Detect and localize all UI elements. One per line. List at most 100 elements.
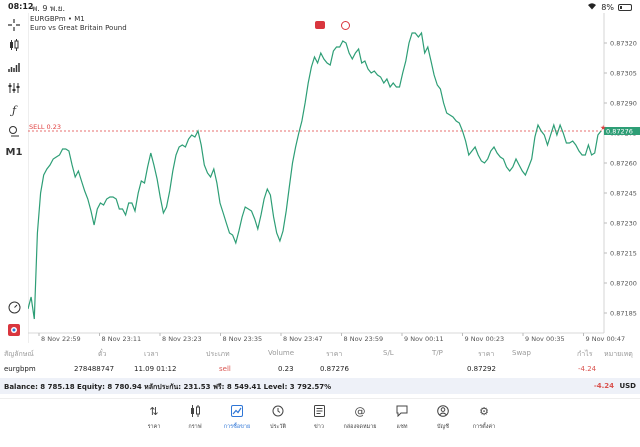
y-tick-label: 0.87215 [610,250,637,258]
chart-toolbar: ƒ M1 [0,13,28,343]
y-tick-label: 0.87320 [610,40,637,48]
battery-percent: 8% [601,2,614,12]
trade-profit: -4.24 [578,365,597,373]
settings-icon: ⚙ [479,405,489,418]
indicators-icon[interactable] [6,59,22,75]
nav-trade[interactable]: การซื้อขาย [217,405,257,431]
battery-icon [618,3,632,11]
nav-label: แชท [396,424,408,430]
trade-ticket: 278488747 [74,365,115,373]
col-profit: กำไร [577,350,593,358]
y-tick-label: 0.87290 [610,100,637,108]
x-tick-label: 8 Nov 23:11 [102,335,142,343]
function-icon[interactable]: ƒ [11,103,17,117]
x-tick-label: 9 Nov 00:23 [465,335,505,343]
broker-logo-icon [6,322,22,338]
y-tick-label: 0.87305 [610,70,637,78]
nav-mailbox[interactable]: @ กล่องจดหมาย [340,405,380,431]
trade-volume: 0.23 [278,365,294,373]
trade-current-price: 0.87292 [467,365,496,373]
total-profit: -4.24 [593,382,614,390]
status-time: 08:12 [8,2,34,11]
current-price-tag [604,127,640,135]
wifi-icon [587,2,597,12]
balance-summary: Balance: 8 785.18 Equity: 8 780.94 หลักป… [4,383,332,391]
order-marker-icon: ★ [600,124,606,132]
settings-sliders-icon[interactable] [6,80,22,96]
chart-type-icon[interactable] [6,37,22,53]
nav-label: บัญชี [437,424,449,430]
trade-icon [217,405,257,419]
trade-row[interactable]: eurgbpm 278488747 11.09 01:12 sell 0.23 … [0,365,640,376]
x-tick-label: 9 Nov 00:47 [586,335,626,343]
nav-quotes[interactable]: ⇅ ราคา [134,405,174,431]
bottom-nav: ⇅ ราคา กราฟ การซื้อขาย ประวัติ ข่าว @ กล… [0,398,640,447]
sell-order-label: SELL 0.23 [29,123,61,131]
current-price-tag-text: 0.87276 [606,127,633,135]
nav-charts[interactable]: กราฟ [175,405,215,431]
col-comment: หมายเหตุ [604,350,633,358]
nav-news[interactable]: ข่าว [299,405,339,431]
y-tick-label: 0.87230 [610,220,637,228]
trade-table-header: สัญลักษณ์ ตั๋ว เวลา ประเภท Volume ราคา S… [0,349,640,360]
col-sl: S/L [383,349,394,357]
x-tick-label: 8 Nov 23:23 [162,335,202,343]
y-tick-label: 0.87245 [610,190,637,198]
nav-label: การซื้อขาย [223,424,251,430]
x-tick-label: 9 Nov 00:11 [404,335,444,343]
nav-account[interactable]: บัญชี [423,405,463,431]
chart-canvas: 0.873200.873050.872900.872750.872600.872… [28,13,640,343]
col-type: ประเภท [206,350,230,358]
x-tick-label: 8 Nov 23:59 [344,335,384,343]
speedometer-icon[interactable] [6,299,22,315]
mailbox-icon: @ [354,405,366,418]
nav-settings[interactable]: ⚙ การตั้งค่า [464,405,504,431]
col-tp: T/P [432,349,443,357]
symbol-title[interactable]: EURGBPm • M1 [30,15,85,23]
col-price: ราคา [326,350,343,358]
account-currency: USD [619,382,636,390]
balance-bar: Balance: 8 785.18 Equity: 8 780.94 หลักป… [0,378,640,394]
account-icon [423,405,463,419]
crosshair-icon[interactable] [6,17,22,33]
chat-icon [382,405,422,419]
trade-time: 11.09 01:12 [134,365,177,373]
x-tick-label: 9 Nov 00:35 [525,335,565,343]
y-tick-label: 0.87260 [610,160,637,168]
col-swap: Swap [512,349,531,357]
x-tick-label: 8 Nov 23:47 [283,335,323,343]
col-volume: Volume [268,349,295,357]
quotes-icon: ⇅ [149,405,159,418]
timeframe-button[interactable]: M1 [5,146,23,158]
x-tick-label: 8 Nov 23:35 [223,335,263,343]
nav-label: การตั้งค่า [472,424,496,430]
signal-icon[interactable] [341,21,350,30]
nav-label: ประวัติ [269,424,287,430]
candlestick-icon [175,405,215,419]
status-bar: 08:12 พ. 9 พ.ย. 8% [0,0,640,13]
col-time: เวลา [144,350,159,358]
trade-open-price: 0.87276 [320,365,349,373]
trade-symbol: eurgbpm [4,365,36,373]
x-tick-label: 8 Nov 22:59 [41,335,81,343]
trade-type: sell [219,365,231,373]
news-icon [299,405,339,419]
price-series-line [28,31,602,320]
y-tick-label: 0.87200 [610,280,637,288]
nav-label: กล่องจดหมาย [343,424,377,430]
nav-label: กราฟ [188,424,202,430]
nav-label: ราคา [147,424,161,430]
history-icon [258,405,298,419]
col-current-price: ราคา [478,350,495,358]
y-tick-label: 0.87185 [610,310,637,318]
nav-chat[interactable]: แชท [382,405,422,431]
nav-history[interactable]: ประวัติ [258,405,298,431]
col-ticket: ตั๋ว [98,350,107,358]
symbol-description: Euro vs Great Britain Pound [30,24,127,32]
objects-icon[interactable] [6,123,22,139]
price-chart[interactable]: EURGBPm • M1 Euro vs Great Britain Pound… [28,13,640,343]
status-date: พ. 9 พ.ย. [32,4,66,13]
col-symbol: สัญลักษณ์ [4,350,34,358]
nav-label: ข่าว [314,424,324,430]
one-click-trading-icon[interactable] [315,21,325,29]
